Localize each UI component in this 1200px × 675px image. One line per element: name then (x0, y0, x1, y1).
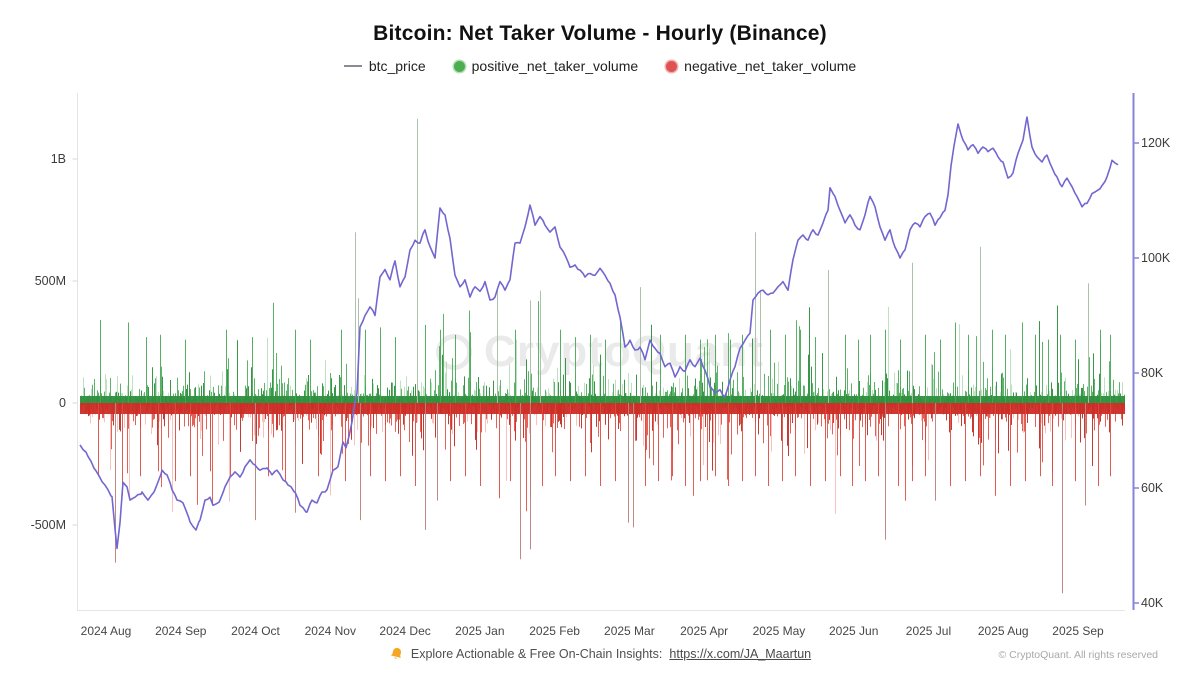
x-axis-tick-label: 2025 Apr (680, 624, 729, 638)
page-title: Bitcoin: Net Taker Volume - Hourly (Bina… (373, 22, 827, 45)
negative-volume-dense-band (80, 403, 1125, 414)
line-swatch-icon (343, 65, 362, 67)
x-axis-tick-label: 2024 Sep (155, 624, 207, 638)
y-axis-right-tick-label: 40K (1141, 596, 1164, 610)
btc-price-line (79, 116, 1119, 550)
negative-volume-spikes (98, 403, 1111, 499)
x-axis-tick-label: 2025 Jun (828, 624, 879, 638)
legend-item-btc-price[interactable]: btc_price (343, 58, 426, 74)
y-axis-right-tick-label: 80K (1141, 366, 1164, 380)
copyright-text: © CryptoQuant. All rights reserved (998, 649, 1158, 661)
undefined (81, 403, 1123, 498)
positive-volume-spikes (100, 317, 1111, 403)
negative-volume-bars (81, 403, 1125, 514)
x-axis-tick-label: 2025 Sep (1052, 624, 1104, 638)
dot-icon (666, 60, 678, 72)
negative-volume-deep-spikes (115, 403, 1086, 594)
x-axis-tick-label: 2025 Aug (977, 624, 1029, 638)
chart-legend: btc_price positive_net_taker_volume nega… (0, 58, 1200, 74)
y-axis-right-tick-label: 60K (1141, 481, 1164, 495)
legend-label-positive-volume: positive_net_taker_volume (471, 58, 639, 74)
x-axis-tick-label: 2025 May (752, 624, 806, 638)
x-axis-tick-label: 2024 Dec (379, 624, 431, 638)
x-axis-tick-label: 2024 Aug (80, 624, 132, 638)
y-axis-left-tick-label: 500M (34, 274, 66, 288)
footer-link[interactable]: https://x.com/JA_Maartun (669, 647, 812, 661)
x-axis-tick-label: 2025 Jan (455, 624, 505, 638)
undefined (90, 403, 1113, 514)
positive-volume-tall-spikes (355, 118, 1089, 403)
x-axis-tick-label: 2024 Oct (231, 624, 280, 638)
x-axis-tick-label: 2025 Jul (905, 624, 952, 638)
bell-icon (390, 648, 401, 659)
positive-volume-dense-band (80, 396, 1125, 403)
footer-note: Explore Actionable & Free On-Chain Insig… (0, 646, 1200, 662)
y-axis-left-tick-label: -500M (30, 518, 66, 532)
legend-label-negative-volume: negative_net_taker_volume (684, 58, 857, 74)
legend-label-btc-price: btc_price (368, 58, 426, 74)
legend-item-positive-volume[interactable]: positive_net_taker_volume (453, 58, 639, 74)
x-axis-tick-label: 2025 Feb (529, 624, 580, 638)
undefined (83, 403, 1125, 512)
legend-item-negative-volume[interactable]: negative_net_taker_volume (666, 58, 856, 74)
left-axis-ticks (72, 158, 78, 526)
x-axis-tick-label: 2025 Mar (604, 624, 655, 638)
y-axis-left-tick-label: 0 (59, 396, 66, 410)
dot-icon (453, 60, 465, 72)
y-axis-right-tick-label: 120K (1141, 136, 1171, 150)
undefined (100, 305, 1121, 403)
x-axis-tick-label: 2024 Nov (304, 624, 356, 638)
y-axis-right-tick-label: 100K (1141, 251, 1171, 265)
right-axis-ticks (1133, 142, 1139, 604)
y-axis-left-tick-label: 1B (50, 152, 66, 166)
footer-text: Explore Actionable & Free On-Chain Insig… (410, 647, 663, 661)
